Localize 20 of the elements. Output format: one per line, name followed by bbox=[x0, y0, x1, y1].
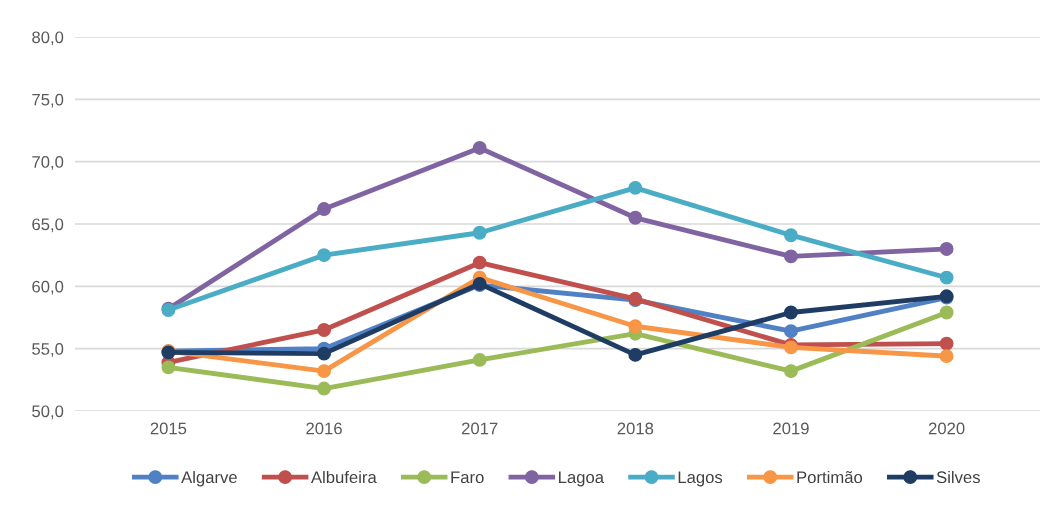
y-tick-label: 75,0 bbox=[32, 93, 64, 108]
y-tick-label: 70,0 bbox=[32, 156, 64, 170]
legend-label: Lagos bbox=[678, 471, 723, 487]
y-tick-label: 55,0 bbox=[32, 343, 64, 357]
x-tick-label: 2015 bbox=[150, 422, 187, 435]
x-tick-label: 2018 bbox=[617, 422, 654, 435]
legend-label: Albufeira bbox=[310, 470, 377, 484]
x-tick-label: 2019 bbox=[773, 422, 809, 435]
legend-label: Algarve bbox=[181, 470, 237, 487]
x-tick-label: 2016 bbox=[306, 422, 342, 435]
y-tick-label: 60,0 bbox=[32, 280, 64, 295]
legend-label: Lagoa bbox=[559, 471, 605, 487]
legend-label: Silves bbox=[936, 470, 980, 484]
legend-label: Faro bbox=[451, 471, 484, 484]
y-tick-label: 50,0 bbox=[32, 405, 64, 420]
x-tick-label: 2017 bbox=[461, 422, 498, 435]
y-tick-label: 65,0 bbox=[32, 218, 64, 233]
legend-label: Portimão bbox=[797, 470, 863, 484]
y-tick-label: 80,0 bbox=[32, 31, 64, 46]
x-tick-label: 2020 bbox=[928, 422, 965, 435]
